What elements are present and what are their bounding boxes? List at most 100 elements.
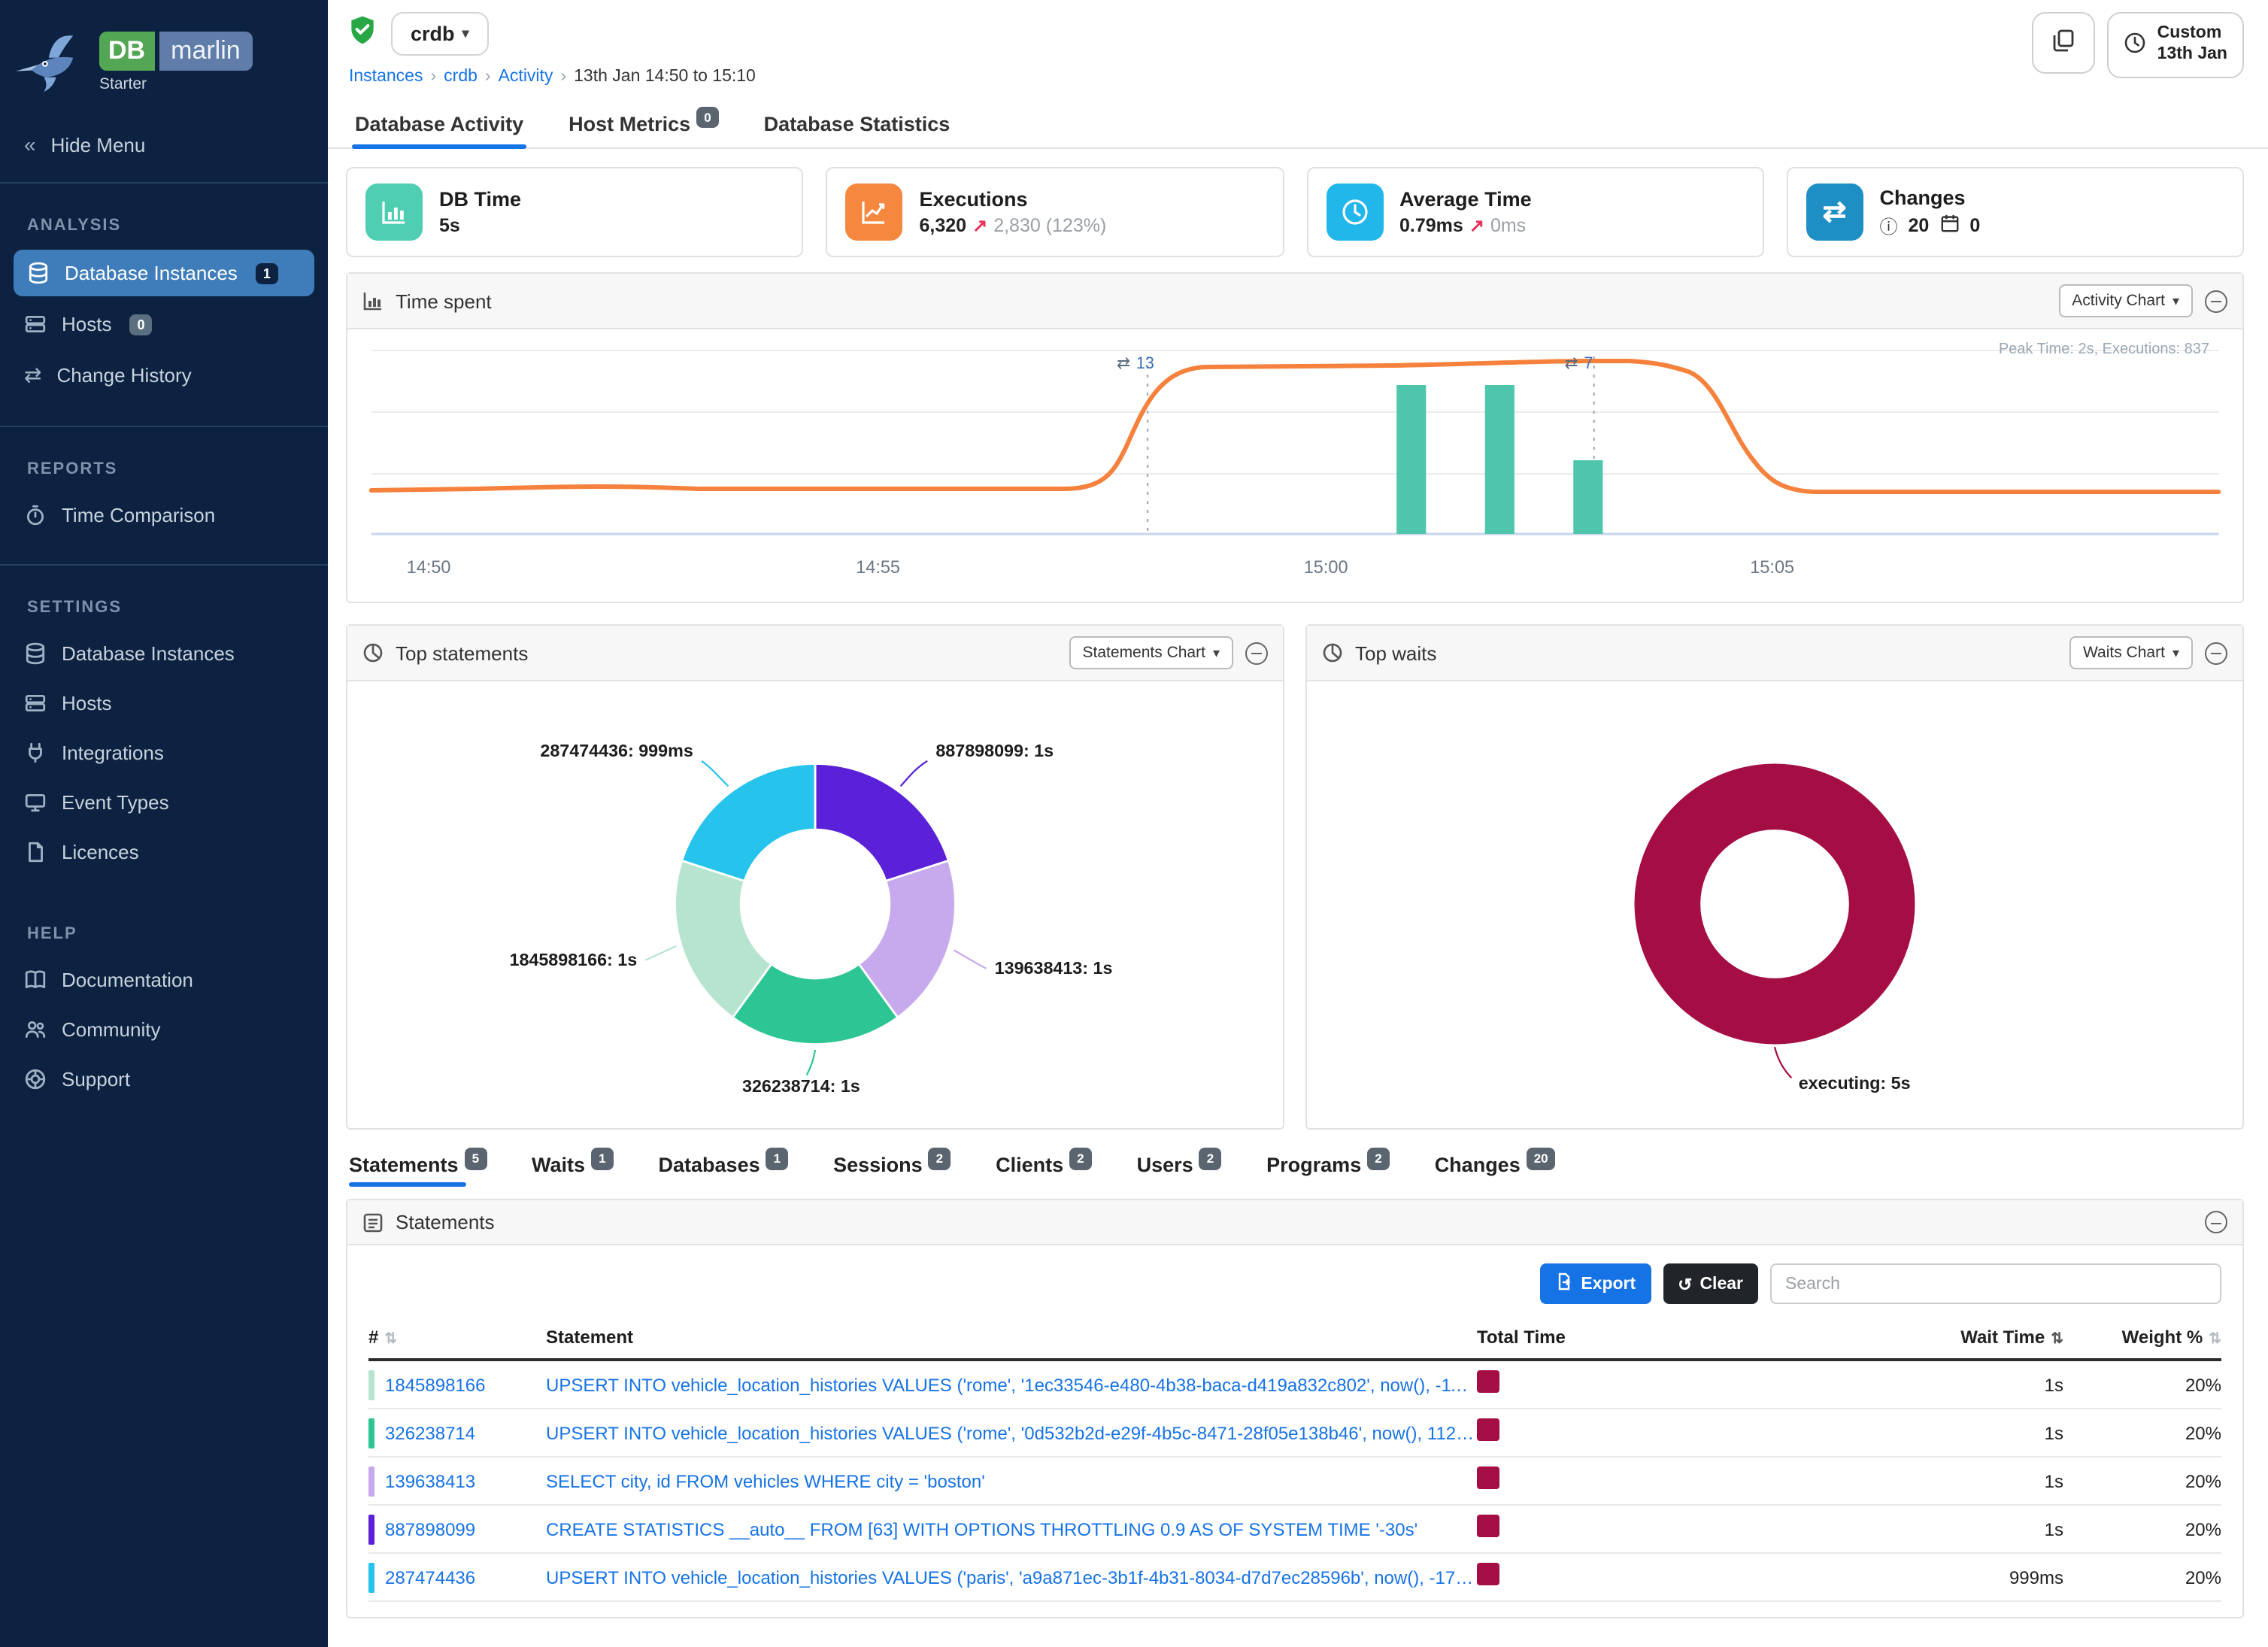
statement-id-link[interactable]: 287474436 — [385, 1567, 476, 1588]
statement-id-link[interactable]: 326238714 — [385, 1422, 476, 1443]
change-marker-label[interactable]: ⇄ 13 — [1117, 353, 1154, 372]
tab-users[interactable]: Users 2 — [1136, 1148, 1222, 1187]
export-button[interactable]: Export — [1540, 1263, 1651, 1304]
sidebar-item-integrations[interactable]: Integrations — [0, 728, 328, 778]
monitor-icon — [24, 791, 47, 814]
search-input[interactable] — [1770, 1263, 2221, 1304]
donut-segment[interactable] — [731, 963, 899, 1045]
waits-chart-select[interactable]: Waits Chart ▾ — [2069, 636, 2193, 669]
tab-programs[interactable]: Programs 2 — [1266, 1148, 1390, 1187]
collapse-panel-button[interactable] — [2205, 290, 2227, 312]
change-marker-label[interactable]: ⇄ 7 — [1565, 353, 1593, 372]
statement-id-link[interactable]: 139638413 — [385, 1470, 476, 1491]
server-icon — [24, 692, 47, 714]
tab-databases[interactable]: Databases 1 — [659, 1148, 789, 1187]
sidebar-item-community[interactable]: Community — [0, 1005, 328, 1054]
x-tick: 14:55 — [856, 557, 900, 578]
sidebar-item-support[interactable]: Support — [0, 1054, 328, 1104]
time-range-button[interactable]: Custom 13th Jan — [2107, 12, 2244, 78]
sidebar-item-settings-hosts[interactable]: Hosts — [0, 678, 328, 728]
sidebar-item-label: Time Comparison — [62, 504, 216, 526]
sidebar-item-label: Change History — [56, 364, 192, 387]
wait-time-value: 1s — [2044, 1374, 2063, 1395]
tab-label: Database Statistics — [763, 113, 951, 135]
collapse-panel-button[interactable] — [2205, 1211, 2227, 1233]
copy-button[interactable] — [2032, 12, 2096, 74]
count-badge: 0 — [129, 314, 153, 335]
tab-badge: 2 — [928, 1148, 951, 1170]
tab-clients[interactable]: Clients 2 — [996, 1148, 1092, 1187]
tab-changes[interactable]: Changes 20 — [1435, 1148, 1556, 1187]
donut-segment[interactable] — [674, 859, 773, 1019]
statement-link[interactable]: CREATE STATISTICS __auto__ FROM [63] WIT… — [546, 1518, 1418, 1539]
total-time-bar — [1477, 1418, 1499, 1440]
collapse-panel-button[interactable] — [1245, 642, 1268, 664]
tab-host-metrics[interactable]: Host Metrics 0 — [565, 104, 722, 147]
col-weight[interactable]: Weight % ⇅ — [2121, 1327, 2221, 1348]
tab-label: Clients — [996, 1154, 1064, 1176]
breadcrumb-sep: › — [430, 68, 437, 86]
col-statement[interactable]: Statement — [546, 1327, 634, 1348]
statement-id-link[interactable]: 1845898166 — [385, 1374, 486, 1395]
donut-segment[interactable] — [1634, 763, 1915, 1045]
statement-link[interactable]: UPSERT INTO vehicle_location_histories V… — [546, 1374, 1477, 1395]
time-range-line1: Custom — [2157, 24, 2222, 42]
table-row: 139638413 SELECT city, id FROM vehicles … — [368, 1457, 2221, 1506]
tab-badge: 2 — [1199, 1148, 1222, 1170]
leader-line — [701, 760, 729, 787]
count-badge: 1 — [255, 262, 278, 284]
col-wait-time[interactable]: Wait Time ⇅ — [1960, 1327, 2063, 1348]
sidebar-section-help: HELP — [27, 925, 77, 943]
sidebar-item-database-instances[interactable]: Database Instances 1 — [14, 250, 314, 296]
sidebar-item-change-history[interactable]: ⇄ Change History — [0, 349, 328, 402]
donut-segment[interactable] — [857, 859, 957, 1019]
instance-selector[interactable]: crdb ▾ — [391, 12, 489, 56]
tab-label: Users — [1136, 1154, 1193, 1176]
donut-segment[interactable] — [814, 763, 951, 883]
tab-database-statistics[interactable]: Database Statistics — [761, 104, 954, 147]
breadcrumb-crdb[interactable]: crdb — [444, 68, 478, 86]
clear-button[interactable]: ↺ Clear — [1663, 1263, 1758, 1304]
hide-menu-button[interactable]: « Hide Menu — [0, 119, 328, 170]
tab-badge: 1 — [766, 1148, 789, 1170]
total-time-bar — [1477, 1369, 1499, 1392]
chart-select-label: Waits Chart — [2083, 644, 2165, 662]
sidebar-item-documentation[interactable]: Documentation — [0, 955, 328, 1005]
donut-segment[interactable] — [680, 763, 817, 883]
statement-id-link[interactable]: 887898099 — [385, 1518, 476, 1539]
sidebar-item-settings-database-instances[interactable]: Database Instances — [0, 629, 328, 678]
activity-chart-svg[interactable]: ⇄ 13 ⇄ 7 14:50 14:55 15:00 15:05 — [359, 338, 2230, 591]
top-waits-chart: executing: 5s — [1307, 681, 2242, 1128]
executions-bar[interactable] — [1573, 460, 1603, 534]
statement-link[interactable]: UPSERT INTO vehicle_location_histories V… — [546, 1567, 1477, 1588]
breadcrumb-activity[interactable]: Activity — [498, 68, 553, 86]
statement-link[interactable]: SELECT city, id FROM vehicles WHERE city… — [546, 1470, 985, 1491]
swap-glyph: ⇄ — [1822, 196, 1847, 228]
breadcrumb-instances[interactable]: Instances — [349, 68, 423, 86]
activity-chart-select[interactable]: Activity Chart ▾ — [2058, 284, 2193, 317]
sidebar-item-time-comparison[interactable]: Time Comparison — [0, 490, 328, 540]
executions-bar[interactable] — [1484, 385, 1515, 534]
collapse-panel-button[interactable] — [2205, 642, 2227, 664]
sidebar-item-event-types[interactable]: Event Types — [0, 778, 328, 827]
pie-chart-icon — [1322, 642, 1343, 663]
statements-chart-select[interactable]: Statements Chart ▾ — [1069, 636, 1233, 669]
tab-database-activity[interactable]: Database Activity — [352, 104, 527, 149]
kpi-row: DB Time 5s Executions 6,320 ↗ 2,830 (123… — [328, 149, 2268, 272]
executions-bar[interactable] — [1396, 385, 1427, 534]
sidebar-item-label: Event Types — [62, 791, 169, 814]
col-total-time[interactable]: Total Time — [1477, 1327, 1566, 1348]
detail-tabs: Statements 5 Waits 1 Databases 1 Sessions 2 … — [346, 1148, 2244, 1187]
weight-value: 20% — [2185, 1567, 2221, 1588]
col-id[interactable]: # ⇅ — [368, 1327, 398, 1348]
statement-link[interactable]: UPSERT INTO vehicle_location_histories V… — [546, 1422, 1477, 1443]
tab-statements[interactable]: Statements 5 — [349, 1148, 487, 1187]
sidebar-item-label: Support — [62, 1068, 131, 1090]
tab-sessions[interactable]: Sessions 2 — [833, 1148, 951, 1187]
clock-icon — [1326, 184, 1383, 241]
tab-waits[interactable]: Waits 1 — [532, 1148, 614, 1187]
sidebar-item-hosts[interactable]: Hosts 0 — [0, 299, 328, 349]
tab-badge: 5 — [464, 1148, 487, 1170]
tab-label: Sessions — [833, 1154, 923, 1176]
sidebar-item-licences[interactable]: Licences — [0, 827, 328, 877]
